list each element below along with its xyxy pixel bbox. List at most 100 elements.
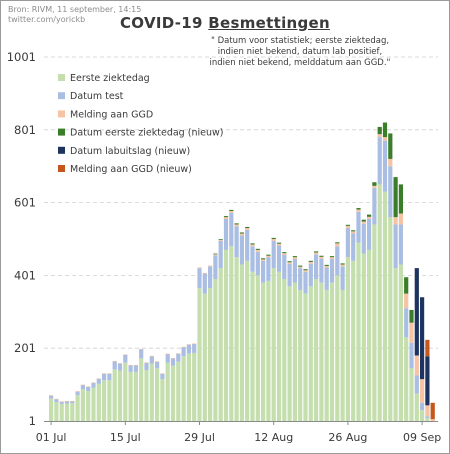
bar-segment (239, 232, 244, 234)
bar-segment (303, 269, 308, 271)
source-credit: Bron: RIVM, 11 september, 14:15 (8, 5, 142, 14)
bar-segment (197, 288, 202, 421)
bar-segment (229, 209, 234, 211)
legend-swatch (58, 92, 65, 100)
bar-segment (208, 266, 213, 289)
bar-segment (70, 403, 75, 421)
bar-segment (123, 354, 128, 355)
bar-segment (239, 264, 244, 421)
bar-segment (149, 363, 154, 421)
subtitle-line-2: indien niet bekend, datum lab positief, (217, 47, 383, 57)
bar-segment (409, 368, 414, 421)
bar-segment (160, 379, 165, 421)
bar-segment (335, 242, 340, 244)
bar-segment (49, 398, 54, 421)
bar-segment (303, 271, 308, 294)
bar-segment (414, 375, 419, 394)
bar-segment (123, 362, 128, 421)
bar-segment (91, 382, 96, 384)
bar-segment (208, 265, 213, 267)
bar-segment (102, 380, 107, 421)
bar-segment (234, 224, 239, 227)
bar-segment (372, 185, 377, 189)
bar-segment (292, 259, 297, 283)
bar-segment (75, 391, 80, 396)
bar-segment (393, 177, 398, 218)
bar-segment (192, 352, 197, 421)
bar-segment (102, 373, 107, 381)
bar-segment (202, 293, 207, 421)
bar-segment (361, 223, 366, 254)
bar-segment (404, 337, 409, 421)
bar-segment (139, 349, 144, 359)
bar-segment (282, 279, 287, 421)
bar-segment (324, 265, 329, 268)
legend-label: Melding aan GGD (70, 109, 153, 120)
bar-segment (176, 353, 181, 354)
bar-segment (351, 260, 356, 421)
bar-segment (430, 402, 435, 420)
legend-swatch (58, 74, 65, 81)
bar-segment (208, 288, 213, 421)
bar-segment (245, 229, 250, 261)
bar-segment (314, 252, 319, 255)
bar-segment (223, 216, 229, 218)
bar-segment (282, 252, 287, 254)
bar-segment (398, 213, 403, 225)
bar-segment (133, 365, 138, 372)
bar-segment (345, 224, 350, 226)
bar-segment (314, 279, 319, 421)
bar-segment (292, 256, 297, 258)
bar-segment (361, 221, 366, 224)
bar-segment (271, 240, 276, 269)
bar-segment (340, 263, 345, 265)
bar-segment (351, 230, 356, 232)
bar-segment (420, 379, 425, 403)
bar-segment (239, 235, 244, 265)
legend-label: Datum eerste ziektedag (nieuw) (70, 128, 223, 139)
bar-segment (345, 228, 350, 258)
bar-segment (160, 373, 165, 380)
bar-segment (181, 347, 186, 357)
bar-segment (59, 401, 64, 402)
bar-segment (80, 384, 85, 386)
legend-label: Melding aan GGD (nieuw) (70, 164, 192, 175)
bar-segment (319, 255, 324, 257)
legend-swatch (58, 146, 65, 154)
bar-segment (155, 361, 160, 369)
bar-segment (404, 277, 409, 294)
bar-segment (409, 342, 414, 369)
bar-segment (292, 257, 297, 260)
bar-segment (218, 239, 223, 240)
bar-segment (75, 395, 80, 421)
title-main: Besmettingen (208, 14, 330, 32)
bar-segment (245, 228, 250, 230)
bar-segment (298, 268, 303, 290)
bar-segment (112, 360, 117, 362)
bar-segment (112, 369, 117, 421)
bar-segment (372, 188, 377, 225)
legend-swatch (58, 110, 65, 118)
bar-segment (80, 384, 85, 390)
bar-segment (91, 382, 96, 388)
bar-segment (54, 398, 59, 400)
bar-segment (64, 400, 70, 402)
bar-segment (107, 373, 112, 381)
bar-segment (218, 240, 223, 269)
bar-segment (91, 387, 96, 421)
legend-swatch (58, 128, 65, 136)
bar-segment (351, 231, 356, 234)
bar-segment (382, 140, 388, 192)
bar-segment (430, 419, 435, 421)
bar-segment (234, 257, 239, 421)
bar-segment (234, 223, 239, 225)
bar-segment (261, 260, 266, 283)
bar-segment (287, 261, 292, 263)
bar-segment (319, 256, 324, 259)
bar-segment (86, 386, 91, 388)
bar-segment (160, 373, 165, 374)
bar-segment (128, 364, 133, 366)
bar-segment (128, 371, 133, 421)
bar-segment (213, 254, 218, 256)
